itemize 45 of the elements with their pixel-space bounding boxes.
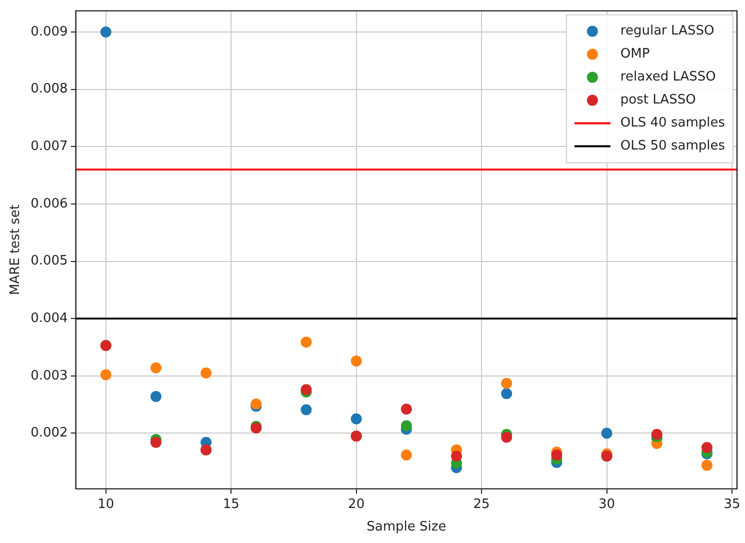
legend-label: OLS 50 samples	[620, 138, 726, 154]
point	[300, 336, 312, 348]
point	[701, 460, 712, 471]
y-tick-label: 0.007	[30, 139, 68, 154]
y-tick-label: 0.006	[30, 196, 68, 212]
point	[400, 404, 412, 415]
point	[100, 26, 112, 38]
point	[100, 369, 112, 380]
x-tick-label: 35	[724, 496, 740, 512]
point	[501, 378, 512, 389]
x-tick-label: 10	[98, 496, 114, 512]
point	[250, 398, 262, 410]
point	[150, 436, 162, 448]
x-tick-label: 20	[348, 496, 365, 512]
point	[350, 413, 362, 424]
y-tick-label: 0.002	[30, 426, 68, 441]
legend-label: regular LASSO	[620, 24, 714, 39]
point	[651, 428, 662, 440]
point	[451, 450, 462, 462]
point	[551, 449, 562, 460]
point	[601, 428, 612, 439]
y-axis-title: MARE test set	[8, 204, 24, 296]
legend-label: OLS 40 samples	[620, 116, 726, 131]
point	[400, 420, 412, 432]
point	[300, 404, 312, 416]
point	[501, 432, 512, 443]
y-tick-label: 0.009	[30, 24, 68, 40]
legend-label: relaxed LASSO	[620, 70, 716, 85]
x-tick-label: 30	[598, 496, 616, 512]
point	[150, 362, 162, 374]
x-tick-label: 15	[222, 496, 240, 512]
x-tick-label: 25	[473, 496, 490, 512]
y-tick-label: 0.008	[30, 82, 68, 97]
point	[200, 368, 212, 379]
point	[150, 391, 162, 402]
y-tick-label: 0.004	[30, 310, 68, 326]
legend-label: post LASSO	[620, 92, 696, 108]
point	[400, 449, 412, 460]
legend-label: OMP	[620, 46, 650, 62]
y-tick-label: 0.005	[30, 254, 68, 269]
point	[350, 355, 362, 366]
point	[701, 442, 712, 454]
x-axis-title: Sample Size	[366, 520, 446, 535]
y-tick-label: 0.003	[30, 368, 68, 384]
point	[501, 388, 512, 400]
